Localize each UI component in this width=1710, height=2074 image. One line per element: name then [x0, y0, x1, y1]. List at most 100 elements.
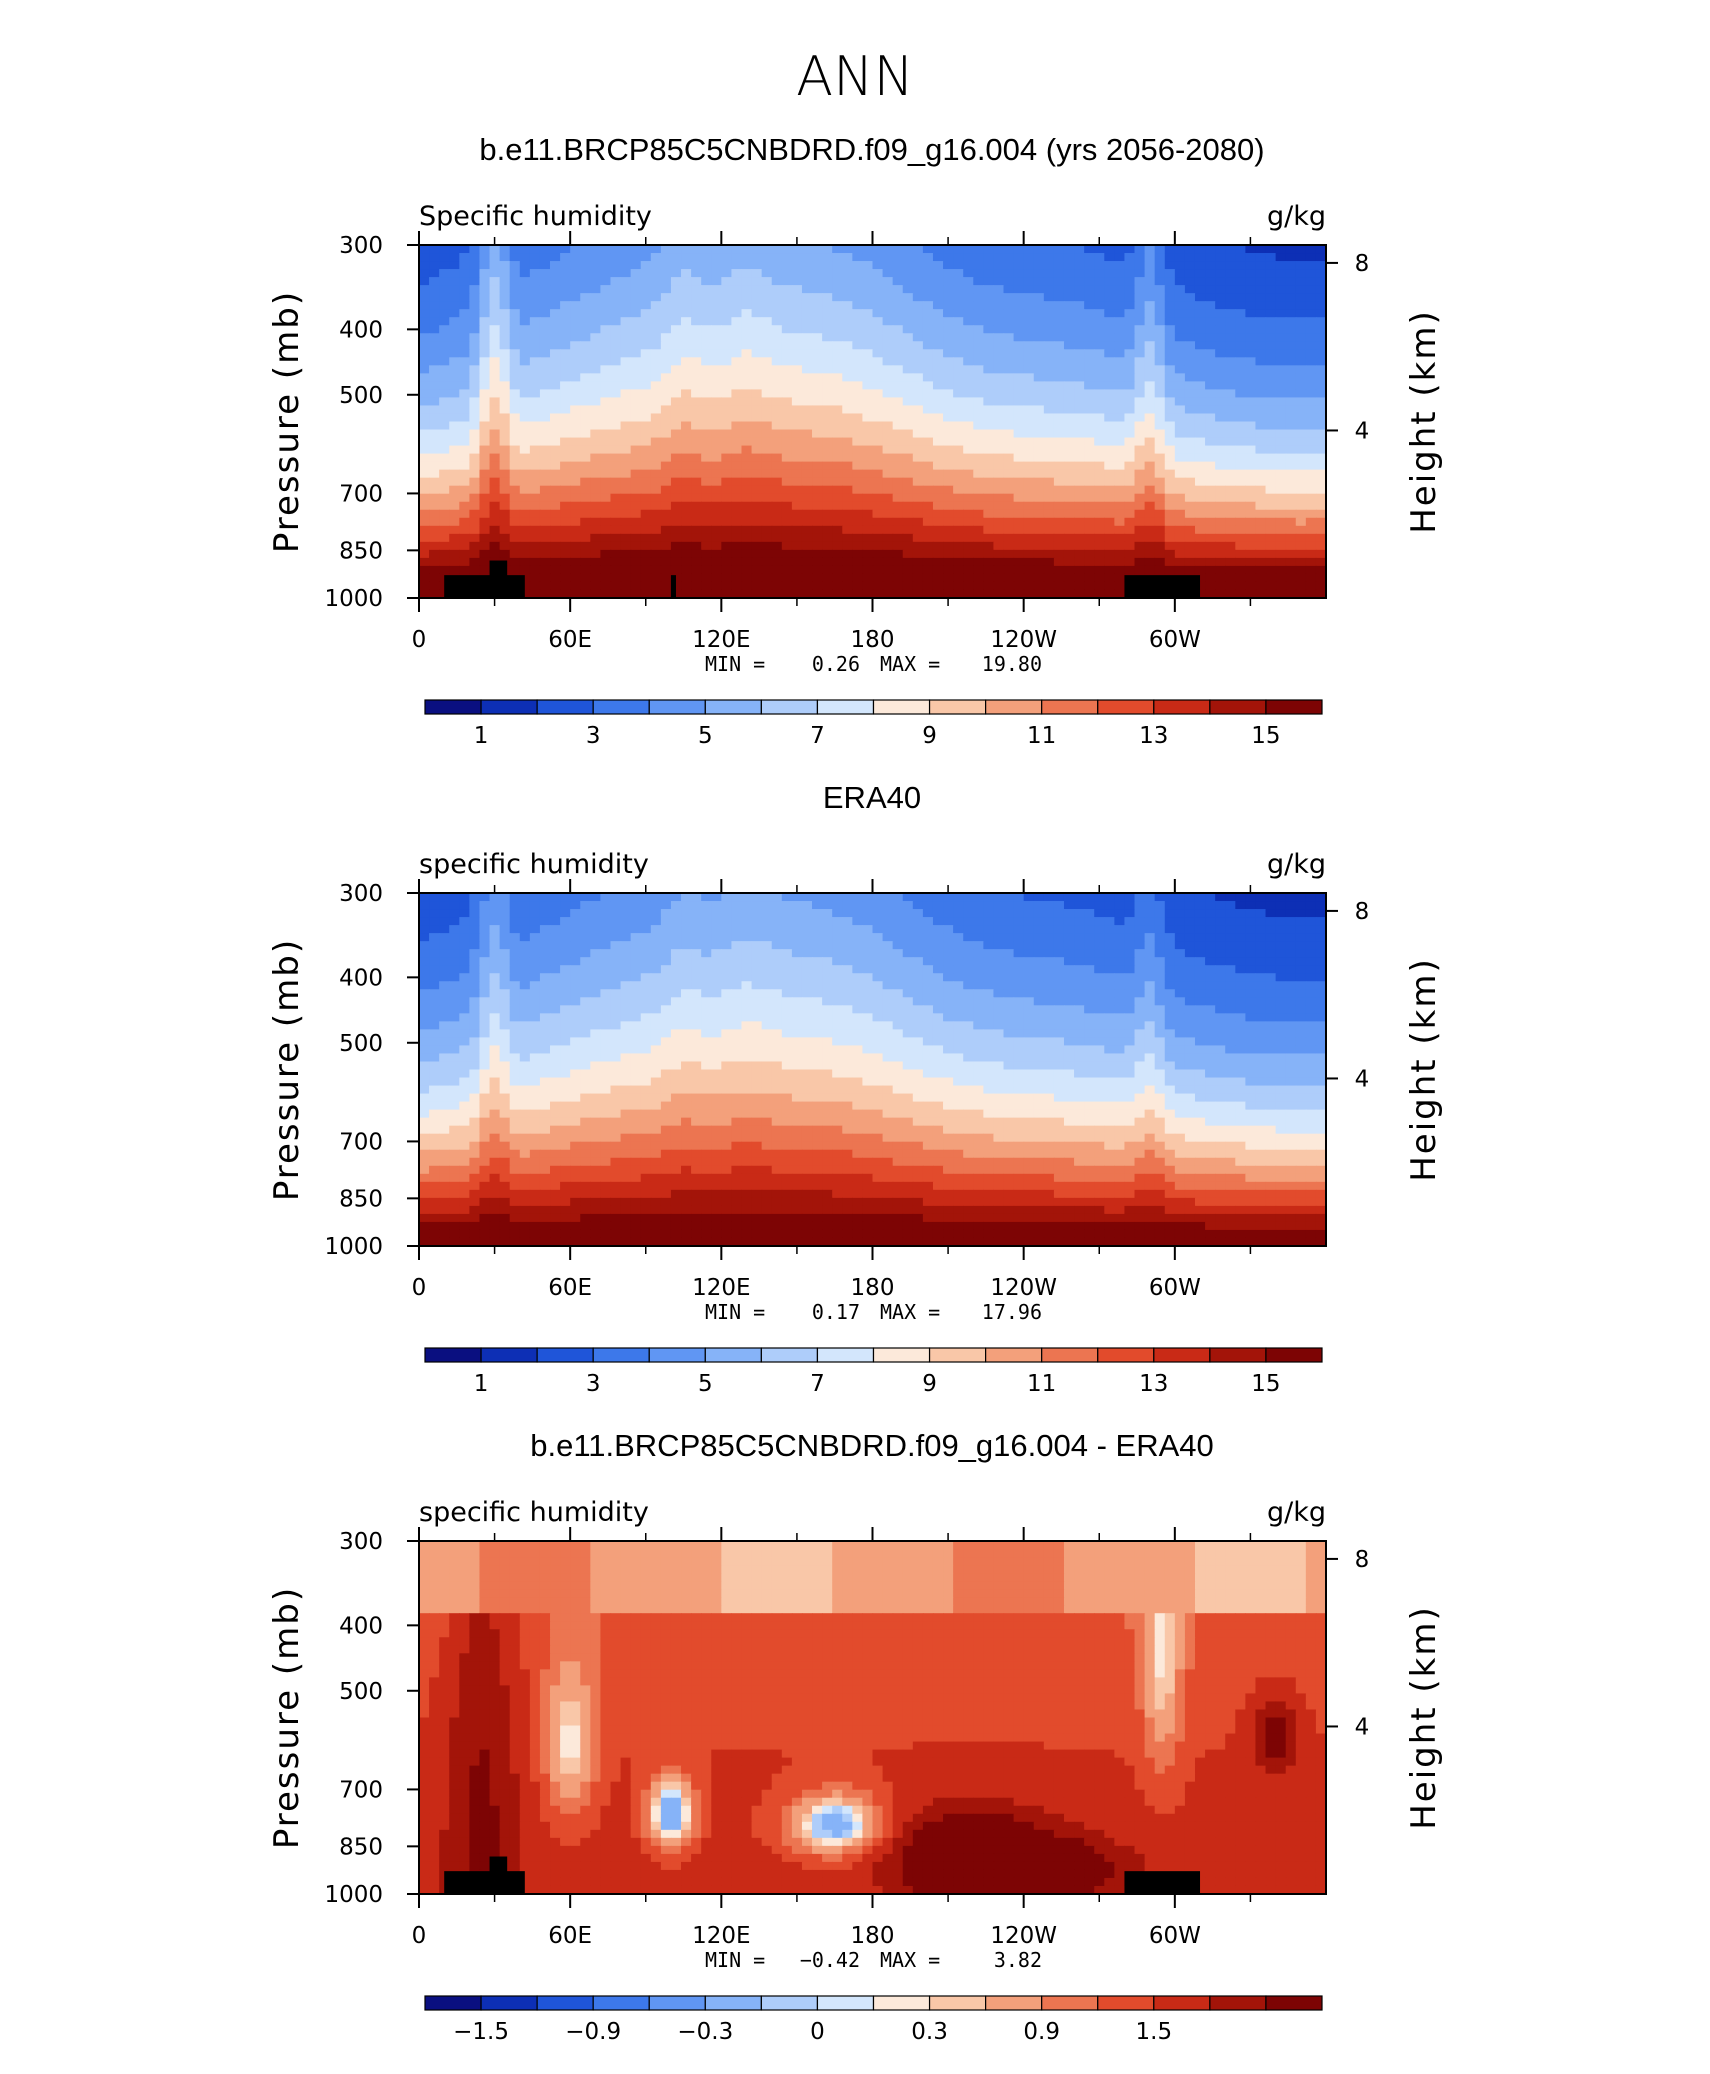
field-cell — [993, 517, 1005, 527]
field-cell — [1154, 413, 1166, 423]
field-cell — [882, 405, 894, 415]
field-cell — [983, 901, 995, 910]
field-cell — [529, 557, 541, 567]
field-cell — [1215, 893, 1226, 902]
field-cell — [640, 421, 652, 431]
field-cell — [1275, 469, 1287, 479]
field-cell — [600, 341, 612, 350]
field-cell — [852, 245, 864, 254]
field-cell — [1295, 893, 1307, 902]
field-cell — [781, 965, 793, 974]
field-cell — [1043, 965, 1055, 974]
field-cell — [761, 349, 773, 358]
field-cell — [590, 317, 601, 326]
field-cell — [1114, 373, 1126, 382]
field-cell — [620, 581, 632, 591]
field-cell — [600, 893, 612, 902]
field-cell — [1114, 357, 1126, 366]
field-cell — [449, 245, 460, 254]
field-cell — [1074, 517, 1085, 527]
field-cell — [922, 341, 934, 350]
field-cell — [711, 573, 722, 583]
field-cell — [842, 485, 853, 495]
field-cell — [519, 301, 531, 310]
field-cell — [842, 517, 853, 527]
field-cell — [1174, 469, 1186, 479]
field-cell — [1043, 373, 1055, 382]
field-cell — [681, 285, 692, 294]
field-cell — [912, 333, 924, 342]
field-cell — [459, 397, 470, 407]
field-cell — [1134, 941, 1146, 950]
field-cell — [1255, 341, 1267, 350]
field-cell — [791, 421, 803, 431]
field-cell — [1114, 397, 1126, 407]
field-cell — [801, 557, 813, 567]
field-cell — [701, 965, 712, 974]
field-cell — [1074, 293, 1085, 302]
field-cell — [902, 925, 914, 934]
field-cell — [630, 285, 642, 294]
field-cell — [1043, 949, 1055, 958]
field-cell — [1235, 309, 1246, 318]
field-cell — [1023, 573, 1035, 583]
field-cell — [550, 293, 561, 302]
field-cell — [1023, 533, 1035, 543]
field-cell — [741, 941, 753, 950]
field-cell — [1124, 925, 1136, 934]
field-cell — [1315, 589, 1327, 599]
field-cell — [1285, 917, 1297, 926]
field-cell — [1194, 405, 1206, 415]
field-cell — [1305, 589, 1317, 599]
field-cell — [1285, 893, 1297, 902]
field-cell — [791, 269, 803, 278]
field-cell — [580, 893, 591, 902]
field-cell — [1184, 517, 1196, 527]
field-cell — [691, 925, 702, 934]
field-cell — [469, 917, 481, 926]
field-cell — [439, 973, 450, 982]
field-cell — [892, 413, 904, 423]
field-cell — [1305, 341, 1317, 350]
field-cell — [1315, 941, 1327, 950]
field-cell — [1174, 957, 1186, 966]
field-cell — [731, 293, 743, 302]
field-cell — [1245, 589, 1257, 599]
field-cell — [439, 357, 450, 366]
field-cell — [1043, 413, 1055, 423]
field-cell — [560, 909, 571, 918]
field-cell — [1174, 901, 1186, 910]
field-cell — [1033, 941, 1045, 950]
field-cell — [1184, 957, 1196, 966]
field-cell — [701, 317, 712, 326]
field-cell — [1194, 565, 1206, 575]
field-cell — [1033, 245, 1045, 254]
field-cell — [630, 541, 642, 551]
field-cell — [429, 957, 440, 966]
field-cell — [1275, 965, 1287, 974]
field-cell — [922, 437, 934, 447]
field-cell — [691, 549, 702, 559]
field-cell — [862, 253, 874, 262]
field-cell — [1305, 925, 1317, 934]
field-cell — [1003, 573, 1015, 583]
field-cell — [852, 589, 864, 599]
field-cell — [489, 381, 501, 391]
field-cell — [550, 365, 561, 374]
field-cell — [691, 397, 702, 407]
field-cell — [1013, 285, 1025, 294]
field-cell — [1094, 437, 1105, 447]
field-cell — [1154, 509, 1166, 519]
field-cell — [1043, 957, 1055, 966]
field-cell — [882, 389, 894, 399]
field-cell — [1023, 253, 1035, 262]
field-cell — [882, 477, 894, 487]
field-cell — [1114, 493, 1126, 503]
field-cell — [1315, 405, 1327, 415]
field-cell — [650, 573, 662, 583]
field-cell — [1285, 933, 1297, 942]
field-cell — [721, 421, 733, 431]
field-cell — [610, 269, 622, 278]
field-cell — [721, 581, 733, 591]
field-cell — [862, 581, 874, 591]
